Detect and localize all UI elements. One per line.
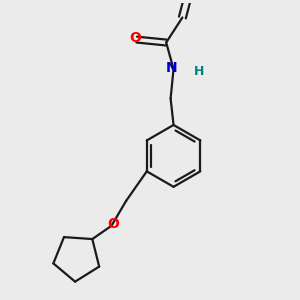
Text: N: N: [165, 61, 177, 75]
Text: O: O: [129, 31, 141, 45]
Text: H: H: [194, 65, 204, 79]
Text: O: O: [107, 217, 119, 231]
